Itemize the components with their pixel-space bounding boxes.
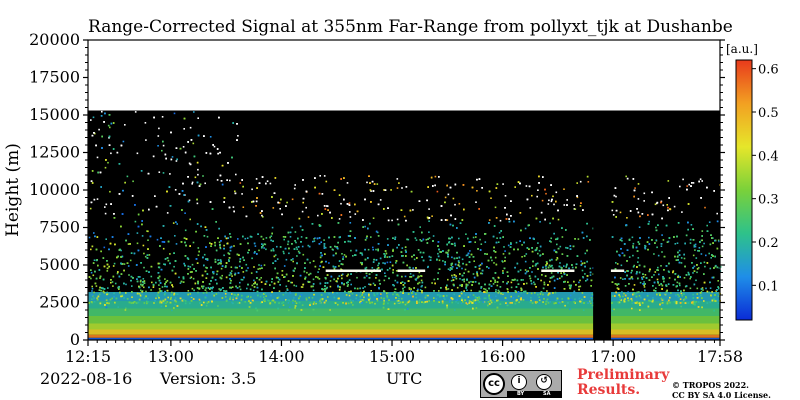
x-tick-label: 14:00 — [258, 347, 304, 366]
colorbar: 0.1 0.2 0.3 0.4 0.5 0.6 — [735, 59, 779, 321]
x-tick-label: 17:58 — [697, 347, 743, 366]
version-label: Version: 3.5 — [160, 369, 257, 388]
cloud-streak — [541, 269, 575, 272]
date-label: 2022-08-16 — [40, 369, 133, 388]
axes: 0 2500 5000 7500 10000 12500 15000 17500 20000 12… — [29, 30, 743, 366]
signal-band — [610, 337, 720, 340]
x-tick-label: 17:00 — [590, 347, 636, 366]
signal-band — [88, 329, 594, 335]
signal-band — [610, 316, 720, 324]
signal-band — [88, 323, 594, 330]
signal-band — [88, 337, 594, 340]
signal-band — [88, 292, 594, 301]
x-axis-label: UTC — [386, 369, 423, 388]
license-strip: BY SA — [507, 391, 561, 397]
by-label: BY — [517, 391, 525, 397]
x-tick-label: 15:00 — [369, 347, 415, 366]
y-tick-label: 20000 — [29, 30, 80, 49]
preliminary-line1: Preliminary — [577, 367, 670, 383]
copyright-line1: © TROPOS 2022. — [672, 380, 749, 390]
y-tick-label: 10000 — [29, 180, 80, 199]
cloud-streak — [325, 269, 381, 272]
preliminary-line2: Results. — [577, 382, 641, 398]
attribution-icon: i — [511, 374, 527, 390]
y-tick-label: 7500 — [39, 218, 80, 237]
x-tick-label: 13:00 — [148, 347, 194, 366]
cloud-streak — [397, 269, 426, 272]
cc-license-badge: cc i ↺ BY SA — [480, 370, 562, 398]
copyright-line2: CC BY SA 4.0 License. — [672, 390, 771, 400]
colorbar-tick-label: 0.1 — [758, 279, 779, 294]
cc-icon: cc — [483, 373, 505, 395]
signal-band — [88, 308, 594, 316]
cloud-streak — [607, 269, 625, 272]
y-tick-label: 0 — [70, 330, 80, 349]
colorbar-tick-label: 0.2 — [758, 236, 779, 251]
share-alike-icon: ↺ — [536, 374, 552, 390]
signal-band — [610, 292, 720, 301]
y-tick-label: 5000 — [39, 255, 80, 274]
x-tick-label: 12:15 — [65, 347, 111, 366]
signal-band — [610, 301, 720, 309]
x-tick-label: 16:00 — [480, 347, 526, 366]
colorbar-unit-label: [a.u.] — [726, 42, 758, 56]
colorbar-tick-label: 0.6 — [758, 63, 779, 78]
signal-noise — [88, 110, 722, 312]
signal-band — [610, 334, 720, 338]
measurement-gap — [593, 110, 611, 340]
chart-title: Range-Corrected Signal at 355nm Far-Rang… — [88, 17, 733, 37]
signal-band — [610, 323, 720, 330]
colorbar-tick-label: 0.3 — [758, 193, 779, 208]
heatmap-field — [88, 110, 722, 340]
sa-label: SA — [543, 391, 551, 397]
preliminary-results-note: Preliminary Results. — [577, 368, 669, 398]
colorbar-tick-label: 0.4 — [758, 149, 779, 164]
copyright-note: © TROPOS 2022. CC BY SA 4.0 License. — [672, 380, 771, 400]
signal-band — [610, 329, 720, 335]
y-tick-label: 2500 — [39, 293, 80, 312]
y-tick-label: 12500 — [29, 143, 80, 162]
signal-band — [88, 316, 594, 324]
y-tick-label: 15000 — [29, 105, 80, 124]
signal-band — [610, 308, 720, 316]
signal-band — [88, 334, 594, 338]
colorbar-bar — [735, 59, 753, 321]
signal-band — [88, 301, 594, 309]
colorbar-tick-label: 0.5 — [758, 106, 779, 121]
y-tick-label: 17500 — [29, 68, 80, 87]
